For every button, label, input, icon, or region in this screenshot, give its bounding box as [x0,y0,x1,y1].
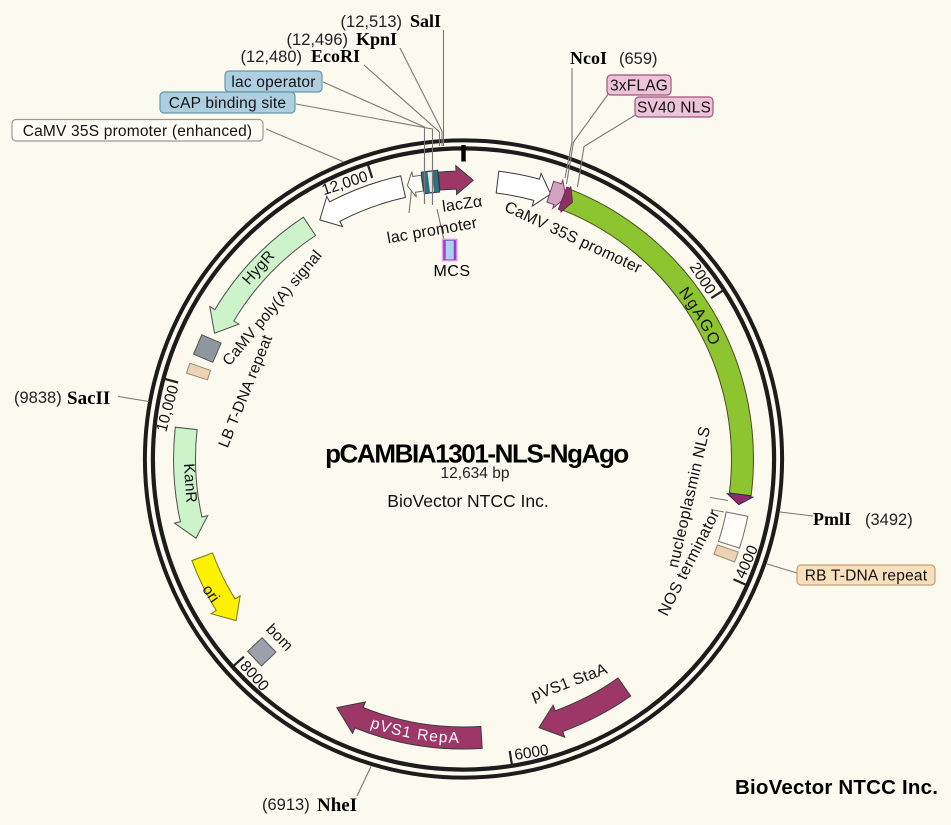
svg-text:lac operator: lac operator [231,74,315,91]
svg-text:SacII: SacII [67,388,110,409]
svg-text:KanR: KanR [180,463,200,504]
svg-text:EcoRI: EcoRI [311,46,360,66]
svg-text:SV40 NLS: SV40 NLS [637,100,711,117]
svg-text:(12,480): (12,480) [241,48,302,66]
svg-text:BioVector NTCC Inc.: BioVector NTCC Inc. [735,776,938,799]
svg-text:SalI: SalI [410,11,441,31]
svg-text:(659): (659) [619,50,658,68]
svg-text:(12,513): (12,513) [341,13,402,31]
svg-text:(3492): (3492) [865,511,913,529]
svg-text:RB T-DNA repeat: RB T-DNA repeat [805,568,928,585]
svg-text:PmlI: PmlI [813,509,851,529]
svg-text:(6913): (6913) [262,796,310,814]
svg-text:3xFLAG: 3xFLAG [610,78,668,95]
svg-text:CAP binding site: CAP binding site [169,95,287,112]
svg-text:(12,496): (12,496) [287,31,348,49]
svg-text:MCS: MCS [433,263,470,280]
svg-text:6000: 6000 [513,742,550,764]
svg-text:NheI: NheI [317,795,357,816]
svg-text:KpnI: KpnI [356,29,397,49]
svg-text:(9838): (9838) [14,389,62,407]
svg-text:NcoI: NcoI [570,48,607,68]
svg-text:BioVector NTCC Inc.: BioVector NTCC Inc. [387,491,548,511]
svg-text:12,634 bp: 12,634 bp [441,465,510,482]
svg-text:CaMV 35S promoter (enhanced): CaMV 35S promoter (enhanced) [23,123,253,140]
svg-text:pCAMBIA1301-NLS-NgAgo: pCAMBIA1301-NLS-NgAgo [325,439,628,469]
svg-text:lacZα: lacZα [441,193,483,215]
